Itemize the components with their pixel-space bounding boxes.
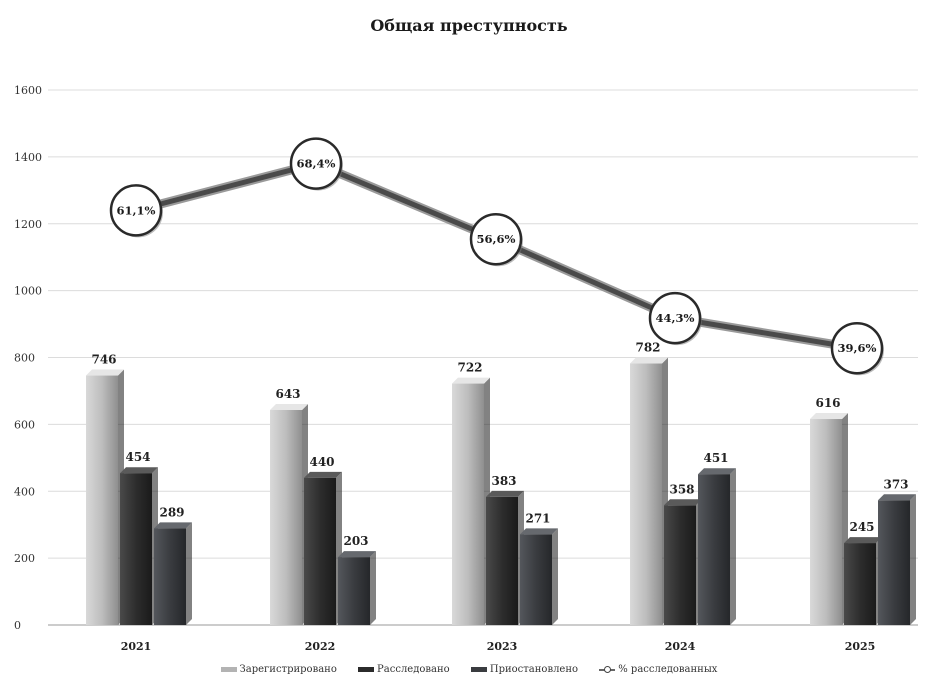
bar-top <box>878 494 916 501</box>
legend-label-registered: Зарегистрировано <box>239 664 337 675</box>
legend-label-investigated: Расследовано <box>377 664 450 675</box>
legend-label-suspended: Приостановлено <box>489 664 579 675</box>
percent-marker <box>648 291 702 345</box>
bar-top <box>304 471 342 478</box>
x-axis: 2021 2022 2023 2024 2025 <box>121 640 876 653</box>
bar-value-label: 451 <box>703 451 728 465</box>
bar-top <box>844 537 882 544</box>
y-tick-label: 1200 <box>14 218 42 231</box>
bar-value-label: 782 <box>635 341 660 355</box>
y-tick-label: 600 <box>14 418 35 431</box>
x-tick-label: 2022 <box>305 640 336 653</box>
bar-value-label: 373 <box>883 477 908 491</box>
bar <box>664 505 696 625</box>
percent-line: 61,1% 68,4% 56,6% 44,3% 39,6% <box>109 137 884 376</box>
x-tick-label: 2021 <box>121 640 152 653</box>
bar-top <box>338 551 376 558</box>
bar-value-label: 722 <box>457 361 482 375</box>
bar-side <box>730 468 736 625</box>
bar <box>304 477 336 625</box>
bar <box>844 543 876 625</box>
y-tick-label: 1000 <box>14 285 42 298</box>
bar <box>878 500 910 625</box>
legend-swatch-suspended <box>470 667 487 672</box>
bar-top <box>810 413 848 420</box>
bar-value-label: 203 <box>343 534 368 548</box>
bar <box>810 419 842 625</box>
bars: 746 454 289 643 440 203 722 383 271 782 358 451 616 2… <box>86 341 916 625</box>
y-axis: 0 200 400 600 800 1000 1200 1400 1600 <box>14 84 42 632</box>
legend-item-investigated: Расследовано <box>358 664 450 675</box>
y-tick-label: 1400 <box>14 151 42 164</box>
legend-item-percent: % расследованных <box>599 664 717 675</box>
bar-top <box>120 467 158 474</box>
bar <box>120 473 152 625</box>
bar-value-label: 746 <box>91 353 116 367</box>
bar-value-label: 616 <box>815 396 840 410</box>
percent-marker <box>830 321 884 375</box>
bar-value-label: 440 <box>309 455 334 469</box>
legend-label-percent: % расследованных <box>618 664 718 675</box>
bar-top <box>630 357 668 364</box>
bar-value-label: 383 <box>491 474 516 488</box>
bar-side <box>370 551 376 625</box>
legend-swatch-investigated <box>358 667 375 672</box>
bar-top <box>86 369 124 376</box>
bar-top <box>270 403 308 410</box>
legend-item-registered: Зарегистрировано <box>220 664 337 675</box>
percent-label: 39,6% <box>838 341 877 355</box>
percent-label: 56,6% <box>477 232 516 246</box>
bar-top <box>664 499 702 506</box>
bar <box>486 496 518 625</box>
bar-value-label: 643 <box>275 387 300 401</box>
legend: Зарегистрировано Расследовано Приостанов… <box>0 664 938 675</box>
bar-value-label: 289 <box>159 505 184 519</box>
bar <box>270 409 302 625</box>
x-tick-label: 2025 <box>845 640 876 653</box>
bar-value-label: 454 <box>125 450 150 464</box>
legend-swatch-percent <box>599 665 616 673</box>
bar <box>86 375 118 625</box>
bar <box>630 363 662 625</box>
percent-label: 68,4% <box>297 157 336 171</box>
bar-top <box>520 528 558 535</box>
y-tick-label: 200 <box>14 552 35 565</box>
y-tick-label: 1600 <box>14 84 42 97</box>
percent-label: 44,3% <box>656 311 695 325</box>
x-tick-label: 2023 <box>487 640 518 653</box>
bar <box>154 528 186 625</box>
bar-side <box>910 494 916 625</box>
bar-side <box>186 522 192 625</box>
bar <box>520 534 552 625</box>
x-tick-label: 2024 <box>665 640 696 653</box>
chart-title: Общая преступность <box>370 16 568 35</box>
bar <box>452 383 484 625</box>
percent-marker <box>109 184 163 237</box>
bar-top <box>486 490 524 497</box>
y-tick-label: 400 <box>14 485 35 498</box>
bar-value-label: 245 <box>849 520 874 534</box>
bar-side <box>552 528 558 625</box>
y-tick-label: 800 <box>14 352 35 365</box>
bar-value-label: 358 <box>669 482 694 496</box>
legend-swatch-registered <box>220 667 237 672</box>
bar-top <box>154 522 192 529</box>
bar-top <box>452 377 490 384</box>
legend-item-suspended: Приостановлено <box>470 664 579 675</box>
bar <box>698 474 730 625</box>
percent-label: 61,1% <box>117 203 156 217</box>
percent-marker <box>469 212 523 266</box>
y-tick-label: 0 <box>14 619 21 632</box>
bar-value-label: 271 <box>525 511 550 525</box>
bar <box>338 557 370 625</box>
percent-marker <box>289 137 343 190</box>
bar-top <box>698 468 736 475</box>
